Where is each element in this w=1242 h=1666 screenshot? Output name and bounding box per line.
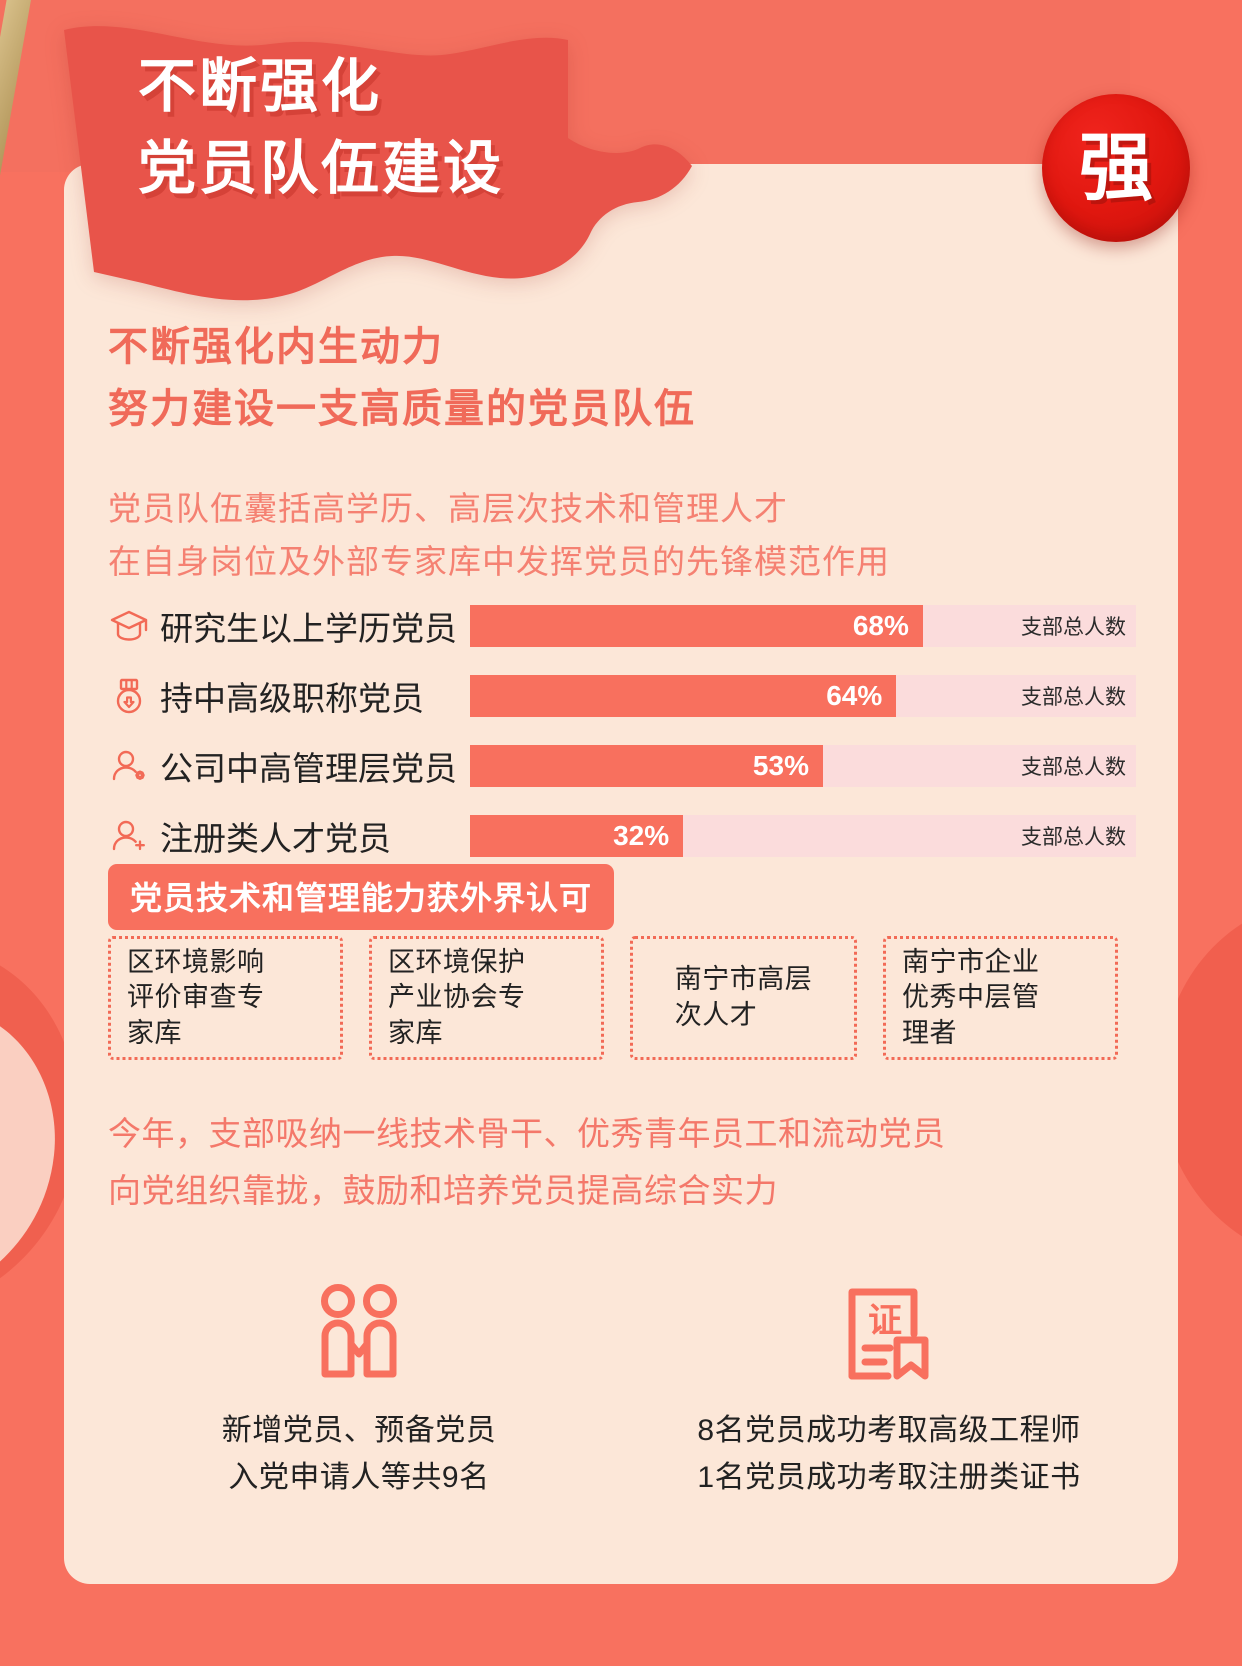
person-plus-icon	[106, 814, 152, 858]
page-subtitle: 党员队伍囊括高学历、高层次技术和管理人才 在自身岗位及外部专家库中发挥党员的先锋…	[108, 490, 890, 581]
stat-label: 新增党员、预备党员 入党申请人等共9名	[221, 1414, 497, 1494]
bar-row: 注册类人才党员 32% 支部总人数	[106, 814, 1136, 858]
decorative-ribbon-left	[0, 965, 79, 1279]
recognition-box: 区环境影响 评价审查专 家库	[108, 936, 343, 1060]
status-badge: 强	[1042, 94, 1190, 242]
bar-total-label: 支部总人数	[1021, 756, 1126, 779]
medal-icon	[106, 674, 152, 718]
bar-fill: 64%	[470, 675, 897, 717]
recognition-box-label: 南宁市企业 优秀中层管 理者	[902, 946, 1040, 1048]
bar-total-label: 支部总人数	[1021, 826, 1126, 849]
bar-total-label: 支部总人数	[1021, 616, 1126, 639]
recognition-heading: 党员技术和管理能力获外界认可	[108, 864, 615, 930]
bar-value-label: 32%	[613, 820, 670, 851]
main-card: 不断强化内生动力 努力建设一支高质量的党员队伍 党员队伍囊括高学历、高层次技术和…	[64, 164, 1178, 1584]
bar-label: 持中高级职称党员	[160, 680, 424, 717]
flag-title: 不断强化 党员队伍建设	[138, 54, 505, 202]
recognition-box: 南宁市高层 次人才	[630, 936, 857, 1060]
bar-value-label: 68%	[852, 610, 909, 641]
bar-chart: 研究生以上学历党员 68% 支部总人数	[106, 604, 1136, 884]
decorative-ribbon-right	[1160, 923, 1242, 1237]
bar-fill: 53%	[470, 745, 823, 787]
person-gear-icon	[106, 744, 152, 788]
graduation-cap-icon	[106, 604, 152, 648]
badge-character: 强	[1079, 126, 1153, 209]
recognition-box-list: 区环境影响 评价审查专 家库 区环境保护 产业协会专 家库 南宁市高层 次人才 …	[108, 936, 1118, 1060]
certificate-icon: 证	[840, 1272, 938, 1382]
stat-item: 证 8名党员成功考取高级工程师 1名党员成功考取注册类证书	[624, 1272, 1154, 1501]
stat-label: 8名党员成功考取高级工程师 1名党员成功考取注册类证书	[697, 1414, 1081, 1494]
recognition-box-label: 南宁市高层 次人才	[674, 964, 813, 1030]
bar-label: 研究生以上学历党员	[160, 610, 457, 647]
bar-row: 研究生以上学历党员 68% 支部总人数	[106, 604, 1136, 648]
bar-fill: 68%	[470, 605, 923, 647]
stat-item: 新增党员、预备党员 入党申请人等共9名	[94, 1272, 624, 1501]
summary-paragraph: 今年，支部吸纳一线技术骨干、优秀青年员工和流动党员 向党组织靠拢，鼓励和培养党员…	[108, 1115, 946, 1209]
bar-fill: 32%	[470, 815, 684, 857]
recognition-box-label: 区环境保护 产业协会专 家库	[388, 946, 526, 1048]
stats-row: 新增党员、预备党员 入党申请人等共9名 证 8名党员成功考取高级工程	[94, 1272, 1154, 1501]
flag-banner	[64, 26, 692, 301]
recognition-box-label: 区环境影响 评价审查专 家库	[127, 946, 265, 1048]
recognition-box: 南宁市企业 优秀中层管 理者	[883, 936, 1118, 1060]
bar-value-label: 53%	[752, 750, 809, 781]
bar-row: 持中高级职称党员 64% 支部总人数	[106, 674, 1136, 718]
bar-value-label: 64%	[826, 680, 883, 711]
bar-track: 64% 支部总人数	[470, 675, 1136, 717]
card-content: 不断强化内生动力 努力建设一支高质量的党员队伍 党员队伍囊括高学历、高层次技术和…	[64, 164, 1178, 1584]
bar-row: 公司中高管理层党员 53% 支部总人数	[106, 744, 1136, 788]
bar-total-label: 支部总人数	[1021, 686, 1126, 709]
bar-track: 68% 支部总人数	[470, 605, 1136, 647]
bar-label: 公司中高管理层党员	[160, 750, 457, 787]
bar-label: 注册类人才党员	[160, 820, 391, 857]
bar-track: 53% 支部总人数	[470, 745, 1136, 787]
page-title: 不断强化内生动力 努力建设一支高质量的党员队伍	[108, 325, 696, 431]
two-people-icon	[305, 1272, 413, 1382]
svg-text:证: 证	[868, 1302, 902, 1340]
recognition-box: 区环境保护 产业协会专 家库	[369, 936, 604, 1060]
bar-track: 32% 支部总人数	[470, 815, 1136, 857]
